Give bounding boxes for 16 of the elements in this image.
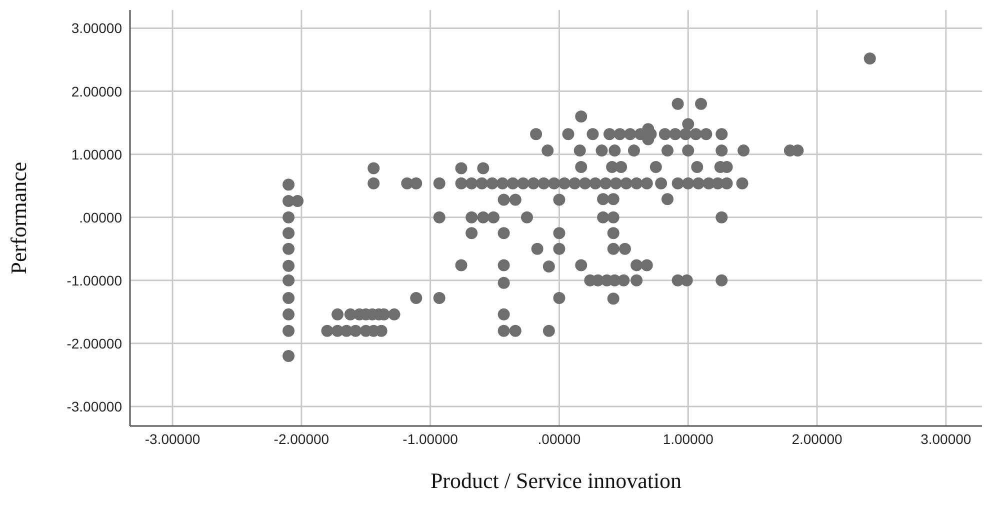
x-tick-label: -1.00000 [402, 430, 458, 447]
x-tick-label: -2.00000 [274, 430, 330, 447]
y-tick-label: -2.00000 [66, 335, 122, 352]
y-tick-label: -1.00000 [66, 272, 122, 288]
y-axis-title: Performance [6, 162, 31, 274]
x-tick-label: 1.00000 [662, 430, 714, 447]
y-tick-label: 1.00000 [71, 146, 122, 162]
x-tick-label: 2.00000 [792, 430, 843, 447]
x-tick-label: .00000 [538, 430, 581, 447]
y-tick-label: 2.00000 [71, 83, 122, 100]
x-tick-label: 3.00000 [920, 430, 972, 447]
y-tick-label: .00000 [79, 209, 122, 226]
y-tick-label: 3.00000 [71, 20, 122, 36]
x-tick-label: -3.00000 [144, 430, 200, 447]
x-axis-title: Product / Service innovation [430, 468, 682, 493]
y-tick-label: -3.00000 [66, 398, 122, 414]
